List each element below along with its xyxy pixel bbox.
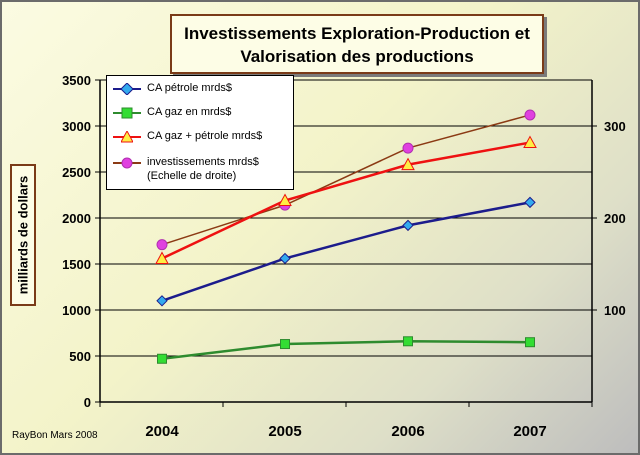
series-line-2 — [161, 141, 531, 260]
y-left-tick-label: 0 — [84, 395, 91, 410]
y-left-tick-label: 1000 — [62, 303, 91, 318]
y-left-tick-label: 3000 — [62, 119, 91, 134]
data-point-ca-gaz — [403, 336, 413, 347]
data-point-ca-petrole — [279, 252, 291, 265]
y-left-tick-label: 1500 — [62, 257, 91, 272]
y-axis-label-box: milliards de dollars — [10, 164, 36, 306]
data-point-investissements — [156, 239, 168, 251]
data-point-ca-gaz — [280, 339, 290, 350]
y-left-tick-label: 500 — [69, 349, 91, 364]
data-point-ca-petrole — [402, 219, 414, 232]
y-left-tick-label: 2500 — [62, 165, 91, 180]
series-line-0 — [161, 201, 531, 302]
data-point-ca-petrole — [156, 295, 168, 307]
legend-sublabel-investissements: (Echelle de droite) — [147, 170, 237, 182]
legend-label-investissements: investissements mrds$ — [147, 156, 259, 168]
y-right-tick-label: 200 — [604, 211, 626, 226]
x-tick-label: 2007 — [513, 423, 546, 440]
diamond-marker-icon — [121, 83, 133, 95]
legend-label-ca-gaz-petrole: CA gaz + pétrole mrds$ — [147, 130, 263, 142]
legend: CA pétrole mrds$ CA gaz en mrds$ CA gaz … — [106, 75, 294, 190]
data-point-ca-gaz-petrole — [401, 157, 415, 171]
footer-credit: RayBon Mars 2008 — [12, 430, 98, 441]
series-line-3 — [161, 114, 531, 246]
x-tick-label: 2005 — [268, 423, 301, 440]
legend-item-ca-petrole: CA pétrole mrds$ — [107, 80, 293, 100]
data-point-ca-gaz-petrole — [155, 251, 169, 264]
legend-item-ca-gaz-petrole: CA gaz + pétrole mrds$ — [107, 128, 293, 148]
data-point-ca-gaz-petrole — [523, 135, 537, 149]
triangle-marker-icon — [121, 131, 133, 143]
data-point-ca-petrole — [524, 196, 536, 209]
legend-label-ca-gaz: CA gaz en mrds$ — [147, 106, 232, 118]
chart-title: Investissements Exploration-Production e… — [170, 14, 544, 74]
y-left-tick-label: 2000 — [62, 211, 91, 226]
y-axis-label: milliards de dollars — [15, 175, 31, 295]
legend-label-ca-petrole: CA pétrole mrds$ — [147, 82, 232, 94]
data-point-ca-gaz — [157, 353, 167, 364]
x-tick-label: 2006 — [391, 423, 424, 440]
y-right-tick-label: 100 — [604, 303, 626, 318]
legend-item-ca-gaz: CA gaz en mrds$ — [107, 104, 293, 124]
y-right-tick-label: 300 — [604, 119, 626, 134]
data-point-investissements — [402, 142, 414, 154]
data-point-ca-gaz-petrole — [278, 193, 292, 207]
data-point-investissements — [524, 109, 536, 121]
chart-title-line2: Valorisation des productions — [240, 47, 474, 66]
legend-item-investissements: investissements mrds$ (Echelle de droite… — [107, 154, 293, 188]
square-marker-icon — [121, 107, 133, 119]
x-tick-label: 2004 — [145, 423, 179, 440]
y-left-tick-label: 3500 — [62, 73, 91, 88]
chart-title-line1: Investissements Exploration-Production e… — [184, 24, 530, 43]
circle-marker-icon — [121, 157, 133, 169]
series-line-1 — [161, 340, 531, 361]
data-point-ca-gaz — [525, 337, 535, 348]
